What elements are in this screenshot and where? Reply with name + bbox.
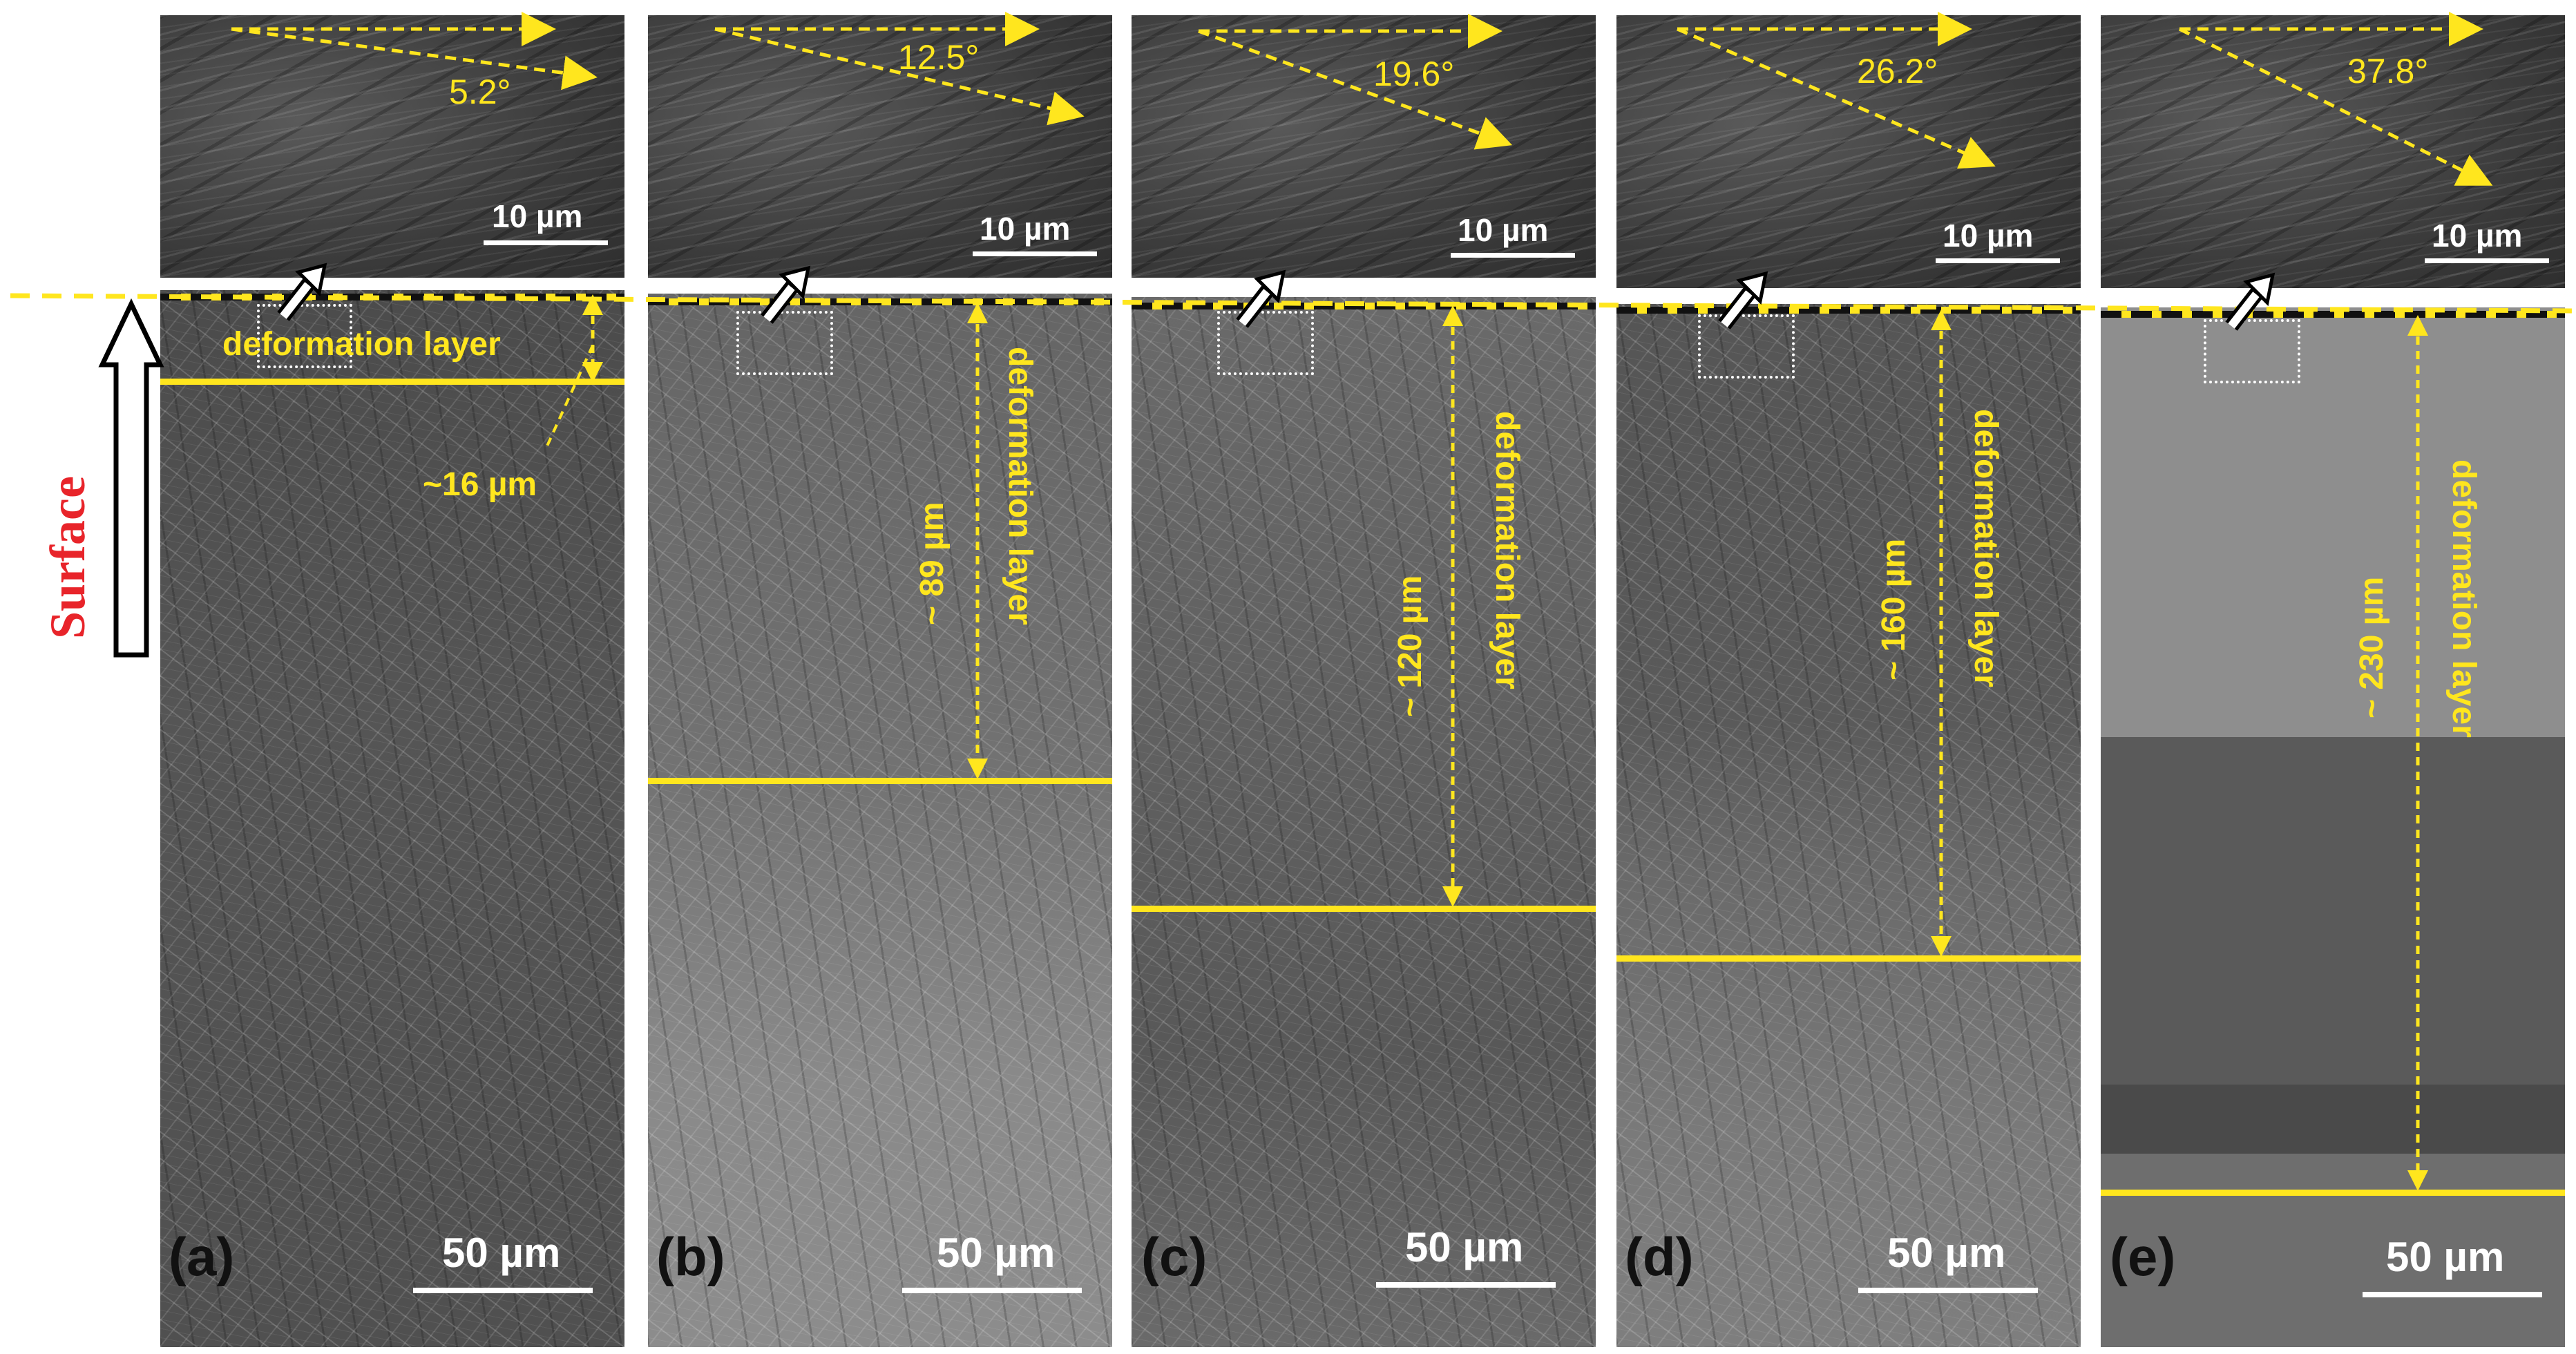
inset-scale-bar-a	[484, 240, 608, 245]
angle-label-c: 19.6°	[1373, 55, 1455, 93]
inset-scale-label-b: 10 µm	[980, 211, 1071, 247]
inset-scale-bar-b	[973, 251, 1097, 256]
deformation-boundary-b	[648, 778, 1112, 784]
panel-label-a: (a)	[169, 1226, 235, 1287]
surface-edge-e	[2101, 311, 2565, 318]
inset-scale-bar-c	[1451, 253, 1575, 258]
panel-label-e: (e)	[2110, 1226, 2176, 1287]
angle-label-d: 26.2°	[1857, 52, 1938, 90]
deformation-boundary-c	[1132, 906, 1596, 912]
surface-arrow-icon	[98, 298, 164, 658]
deformation-layer-label-a: deformation layer	[222, 326, 501, 363]
angle-label-a: 5.2°	[449, 73, 511, 111]
scale-bar-c	[1376, 1282, 1556, 1288]
scale-bar-e	[2363, 1292, 2542, 1297]
depth-label-a: ~16 µm	[423, 466, 537, 503]
inset-scale-bar-d	[1936, 258, 2060, 263]
deformation-boundary-e	[2101, 1190, 2565, 1196]
scale-bar-b	[902, 1288, 1082, 1293]
surface-edge-b	[648, 298, 1112, 305]
inset-a	[160, 15, 624, 278]
tile-band-3	[2101, 1085, 2565, 1154]
depth-label-b: ~ 89 µm	[914, 502, 951, 625]
panel-d	[1616, 304, 2081, 1347]
deformation-boundary-d	[1616, 955, 2081, 962]
panel-label-b: (b)	[656, 1226, 725, 1287]
deformation-layer-label-e: deformation layer	[2445, 459, 2482, 738]
angle-label-e: 37.8°	[2347, 52, 2429, 90]
tile-band-4	[2101, 1154, 2565, 1347]
inset-location-box-c	[1217, 311, 1314, 375]
inset-scale-bar-e	[2425, 258, 2549, 263]
deformation-layer-label-c: deformation layer	[1489, 411, 1525, 689]
panel-label-d: (d)	[1625, 1226, 1694, 1287]
inset-location-box-b	[736, 311, 833, 375]
angle-label-b: 12.5°	[898, 38, 980, 77]
inset-location-box-d	[1698, 314, 1795, 379]
depth-label-c: ~ 120 µm	[1392, 575, 1429, 717]
deformation-layer-label-b: deformation layer	[1002, 347, 1038, 625]
scale-label-c: 50 µm	[1405, 1224, 1524, 1270]
scale-bar-a	[413, 1288, 593, 1293]
surface-edge-c	[1132, 303, 1596, 309]
surface-edge-a	[160, 294, 624, 301]
inset-scale-label-e: 10 µm	[2432, 218, 2523, 254]
tile-band-2	[2101, 737, 2565, 1085]
deformation-layer-label-d: deformation layer	[1967, 409, 2004, 687]
panel-label-c: (c)	[1141, 1226, 1208, 1287]
panel-b	[648, 294, 1112, 1347]
inset-scale-label-d: 10 µm	[1943, 218, 2034, 254]
panel-e	[2101, 307, 2565, 1347]
inset-scale-label-c: 10 µm	[1458, 212, 1549, 248]
scale-label-d: 50 µm	[1887, 1230, 2006, 1276]
tile-band-1	[2101, 307, 2565, 737]
scale-label-a: 50 µm	[442, 1230, 561, 1276]
surface-label: Surface	[40, 476, 95, 639]
scale-label-b: 50 µm	[937, 1230, 1056, 1276]
depth-label-d: ~ 160 µm	[1876, 538, 1912, 680]
inset-e	[2101, 15, 2565, 288]
scale-bar-d	[1858, 1288, 2038, 1293]
deformation-boundary-a	[160, 379, 624, 385]
scale-label-e: 50 µm	[2386, 1234, 2505, 1280]
inset-scale-label-a: 10 µm	[492, 198, 583, 234]
depth-label-e: ~ 230 µm	[2354, 576, 2390, 718]
panel-c	[1132, 297, 1596, 1347]
panel-a	[160, 290, 624, 1347]
inset-location-box-e	[2204, 319, 2300, 383]
surface-edge-d	[1616, 307, 2081, 314]
